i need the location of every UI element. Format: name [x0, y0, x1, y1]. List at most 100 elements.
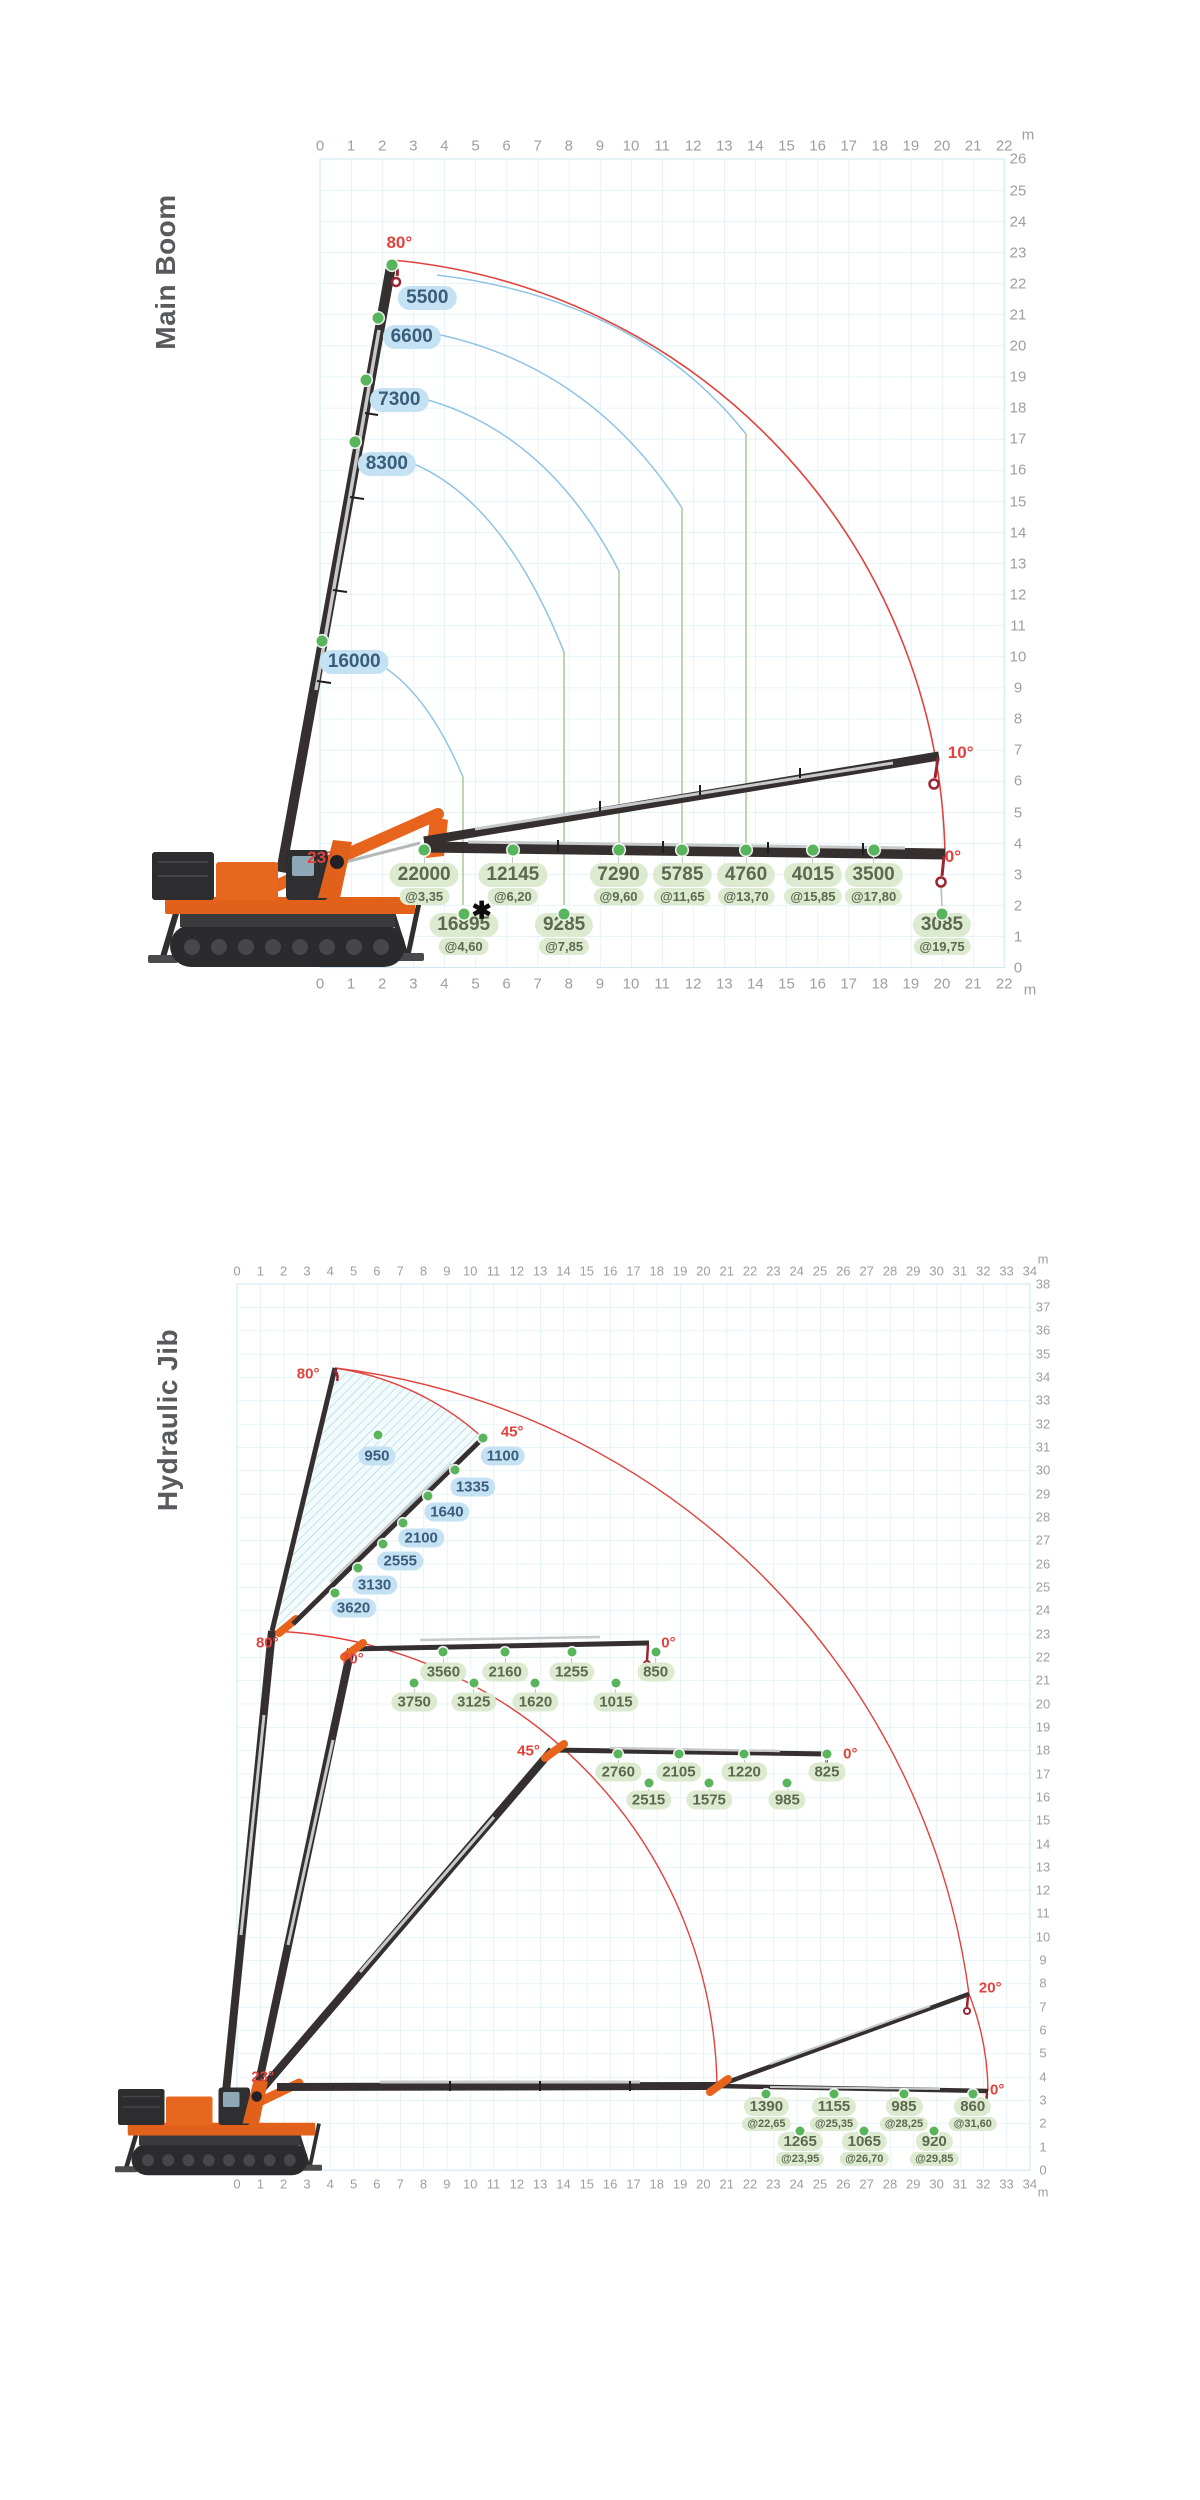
capacity-value: 3085	[912, 912, 972, 937]
capacity-value: 4760	[716, 863, 776, 888]
capacity-point-dot	[386, 259, 398, 271]
capacity-value: 860	[954, 2096, 992, 2116]
right-axis-tick: 8	[1013, 710, 1023, 728]
load-capacity-label: 7290 @9,60	[589, 863, 648, 906]
top-axis-tick: 18	[871, 137, 889, 155]
load-capacity-label: 12145 @6,20	[478, 863, 548, 906]
right-axis-tick: 2	[1013, 897, 1023, 915]
capacity-point-dot	[567, 1647, 577, 1657]
capacity-point-dot	[478, 1433, 488, 1443]
capacity-point-dot	[644, 1778, 654, 1788]
right-axis-tick: 9	[1013, 679, 1023, 697]
capacity-radius: @4,60	[438, 937, 489, 955]
capacity-value: 1335	[449, 1477, 496, 1497]
bottom-axis-tick: 32	[976, 2176, 991, 2192]
bottom-axis-tick: 10	[622, 975, 640, 993]
capacity-radius: @6,20	[487, 888, 538, 906]
chart-title-main-boom: Main Boom	[150, 194, 181, 350]
top-axis-tick: 33	[999, 1263, 1014, 1279]
label-leader-line	[413, 1682, 415, 1695]
load-capacity-label: 16895 @4,60	[429, 912, 499, 955]
label-leader-line	[615, 1682, 617, 1695]
capacity-value: 3620	[330, 1598, 377, 1618]
top-axis-tick: 22	[742, 1263, 758, 1279]
capacity-radius: @28,25	[879, 2116, 929, 2131]
capacity-value: 7300	[370, 388, 429, 413]
load-capacity-label: 860 @31,60	[948, 2096, 997, 2131]
capacity-point-dot	[651, 1647, 661, 1657]
capacity-point-dot	[929, 2126, 939, 2136]
chart-title-hydraulic-jib: Hydraulic Jib	[152, 1328, 183, 1512]
top-axis-tick: 4	[440, 137, 449, 155]
load-capacity-label: 825	[808, 1762, 846, 1782]
bottom-axis-tick: 31	[952, 2176, 968, 2192]
right-axis-tick: 4	[1013, 835, 1023, 853]
right-axis-tick: 20	[1035, 1696, 1051, 1712]
capacity-point-dot	[613, 844, 625, 856]
capacity-value: 825	[808, 1762, 846, 1782]
top-axis-tick: 13	[532, 1263, 548, 1279]
right-axis-tick: 5	[1013, 804, 1023, 821]
top-axis-tick: 11	[654, 137, 670, 155]
bottom-axis-tick: 2	[378, 975, 387, 993]
top-axis-tick: 23	[766, 1263, 781, 1279]
load-capacity-label: 1575	[686, 1790, 732, 1810]
bottom-axis-tick: 17	[626, 2176, 641, 2192]
capacity-point-dot	[330, 1588, 340, 1598]
load-capacity-label: 3500 @17,80	[844, 863, 903, 906]
right-axis-tick: 22	[1035, 1649, 1051, 1665]
bottom-axis-tick: 5	[349, 2176, 358, 2192]
top-axis-tick: 20	[933, 137, 951, 155]
boom-angle-label: 0°	[843, 1745, 858, 1763]
capacity-value: 985	[885, 2096, 923, 2116]
boom-capacity-label: 950	[358, 1446, 396, 1466]
label-leader-line	[473, 1682, 475, 1695]
right-axis-tick: 30	[1035, 1462, 1051, 1478]
boom-angle-label: 20°	[978, 1979, 1002, 1997]
top-axis-tick: 30	[929, 1263, 944, 1279]
right-axis-tick: 17	[1035, 1766, 1051, 1782]
top-axis-tick: 17	[840, 137, 858, 155]
load-capacity-label: 3560	[420, 1662, 467, 1682]
capacity-point-dot	[558, 908, 570, 920]
right-axis-tick: 0	[1039, 2162, 1047, 2178]
boom-capacity-label: 3130	[351, 1575, 398, 1595]
right-axis-tick: 19	[1009, 368, 1027, 386]
top-axis-tick: 9	[443, 1263, 451, 1279]
capacity-radius: @26,70	[840, 2151, 889, 2166]
capacity-value: 3750	[391, 1692, 437, 1712]
capacity-value: 5500	[398, 285, 457, 310]
top-axis-tick: 24	[789, 1263, 804, 1279]
bottom-axis-tick: 19	[902, 975, 920, 993]
bottom-axis-tick: 18	[871, 975, 889, 993]
capacity-value: 1575	[686, 1790, 732, 1810]
right-axis-tick: 25	[1035, 1579, 1051, 1595]
right-axis-tick: 7	[1013, 741, 1023, 759]
capacity-point-dot	[378, 1539, 388, 1549]
top-axis-tick: 3	[303, 1263, 311, 1279]
load-capacity-label: 1065 @26,70	[840, 2131, 889, 2166]
load-capacity-label: 5785 @11,65	[653, 863, 712, 906]
capacity-value: 3560	[420, 1662, 467, 1682]
capacity-value: 920	[915, 2131, 953, 2151]
right-axis-tick: 6	[1013, 772, 1023, 790]
bottom-axis-tick: 21	[719, 2176, 734, 2192]
right-axis-tick: 10	[1009, 648, 1027, 666]
boom-capacity-label: 3620	[330, 1598, 377, 1618]
bottom-axis-tick: 12	[684, 975, 702, 993]
capacity-radius: @7,85	[539, 937, 590, 955]
capacity-value: 16895	[429, 912, 499, 937]
right-axis-tick: 36	[1035, 1322, 1051, 1338]
label-leader-line	[708, 1782, 710, 1793]
top-axis-tick: 2	[378, 137, 387, 155]
right-axis-tick: 11	[1010, 617, 1026, 635]
capacity-value: 4015	[783, 863, 843, 888]
capacity-point-dot	[418, 844, 430, 856]
capacity-value: 2555	[377, 1551, 423, 1571]
capacity-point-dot	[704, 1778, 714, 1788]
top-axis-tick: 10	[622, 137, 640, 155]
load-capacity-label: 1155 @25,35	[809, 2096, 859, 2131]
label-leader-line	[534, 1682, 536, 1695]
top-axis-tick: 29	[906, 1263, 921, 1279]
